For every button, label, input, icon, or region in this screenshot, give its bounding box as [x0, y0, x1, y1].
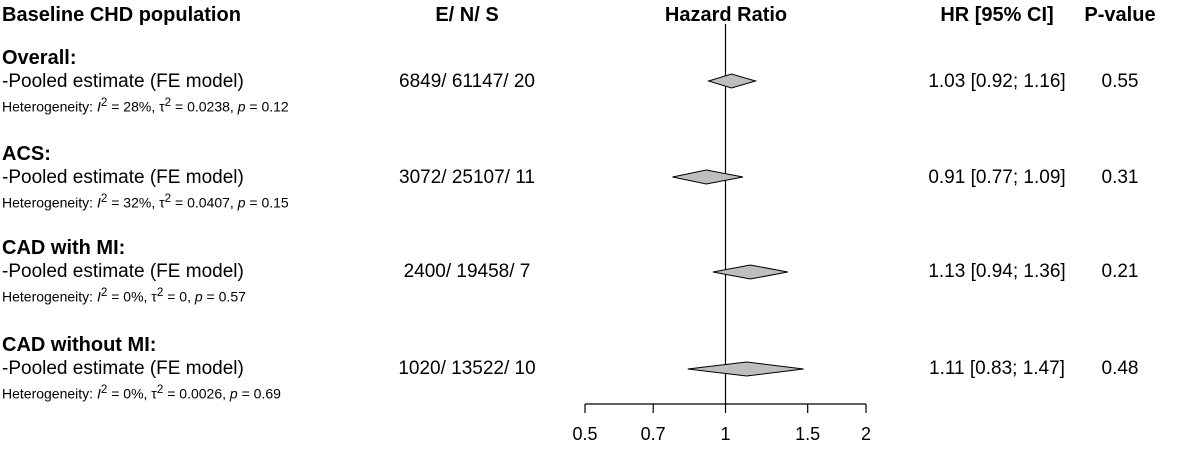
- p-value-cell: 0.55: [1101, 71, 1139, 92]
- x-axis-tick-label: 2: [861, 424, 871, 444]
- hr-ci-cell: 1.03 [0.92; 1.16]: [928, 71, 1066, 92]
- header-population: Baseline CHD population: [2, 4, 241, 26]
- x-axis-tick-label: 0.7: [641, 424, 666, 444]
- counts-cell: 2400/ 19458/ 7: [403, 261, 531, 282]
- header-p-value: P-value: [1084, 4, 1156, 26]
- heterogeneity-line: Heterogeneity: I2 = 0%, τ2 = 0, p = 0.57: [2, 286, 246, 305]
- pooled-estimate-label: -Pooled estimate (FE model): [2, 261, 244, 282]
- x-axis-tick-label: 1.5: [795, 424, 820, 444]
- counts-cell: 3072/ 25107/ 11: [399, 167, 535, 188]
- heterogeneity-line: Heterogeneity: I2 = 28%, τ2 = 0.0238, p …: [2, 96, 289, 115]
- pooled-estimate-label: -Pooled estimate (FE model): [2, 71, 244, 92]
- heterogeneity-line: Heterogeneity: I2 = 32%, τ2 = 0.0407, p …: [2, 192, 289, 211]
- group-title: Overall:: [2, 47, 77, 69]
- group-title: CAD with MI:: [2, 237, 126, 259]
- hr-ci-cell: 1.11 [0.83; 1.47]: [929, 358, 1065, 379]
- pooled-estimate-diamond: [712, 264, 788, 280]
- pooled-estimate-label: -Pooled estimate (FE model): [2, 358, 244, 379]
- counts-cell: 6849/ 61147/ 20: [399, 71, 535, 92]
- p-value-cell: 0.21: [1101, 261, 1139, 282]
- pooled-estimate-diamond: [687, 361, 804, 377]
- group-title: CAD without MI:: [2, 334, 157, 356]
- counts-cell: 1020/ 13522/ 10: [398, 358, 536, 379]
- p-value-cell: 0.31: [1101, 167, 1139, 188]
- header-counts: E/ N/ S: [435, 4, 499, 26]
- x-axis-tick-label: 1: [720, 424, 730, 444]
- x-axis-tick-label: 0.5: [572, 424, 597, 444]
- pooled-estimate-diamond: [706, 73, 758, 89]
- hr-ci-cell: 1.13 [0.94; 1.36]: [928, 261, 1066, 282]
- pooled-estimate-diamond: [672, 169, 744, 185]
- header-hazard-ratio: Hazard Ratio: [664, 4, 788, 26]
- heterogeneity-line: Heterogeneity: I2 = 0%, τ2 = 0.0026, p =…: [2, 383, 281, 402]
- header-hr-ci: HR [95% CI]: [940, 4, 1054, 26]
- hr-ci-cell: 0.91 [0.77; 1.09]: [928, 167, 1066, 188]
- group-title: ACS:: [2, 143, 51, 165]
- p-value-cell: 0.48: [1101, 358, 1139, 379]
- pooled-estimate-label: -Pooled estimate (FE model): [2, 167, 244, 188]
